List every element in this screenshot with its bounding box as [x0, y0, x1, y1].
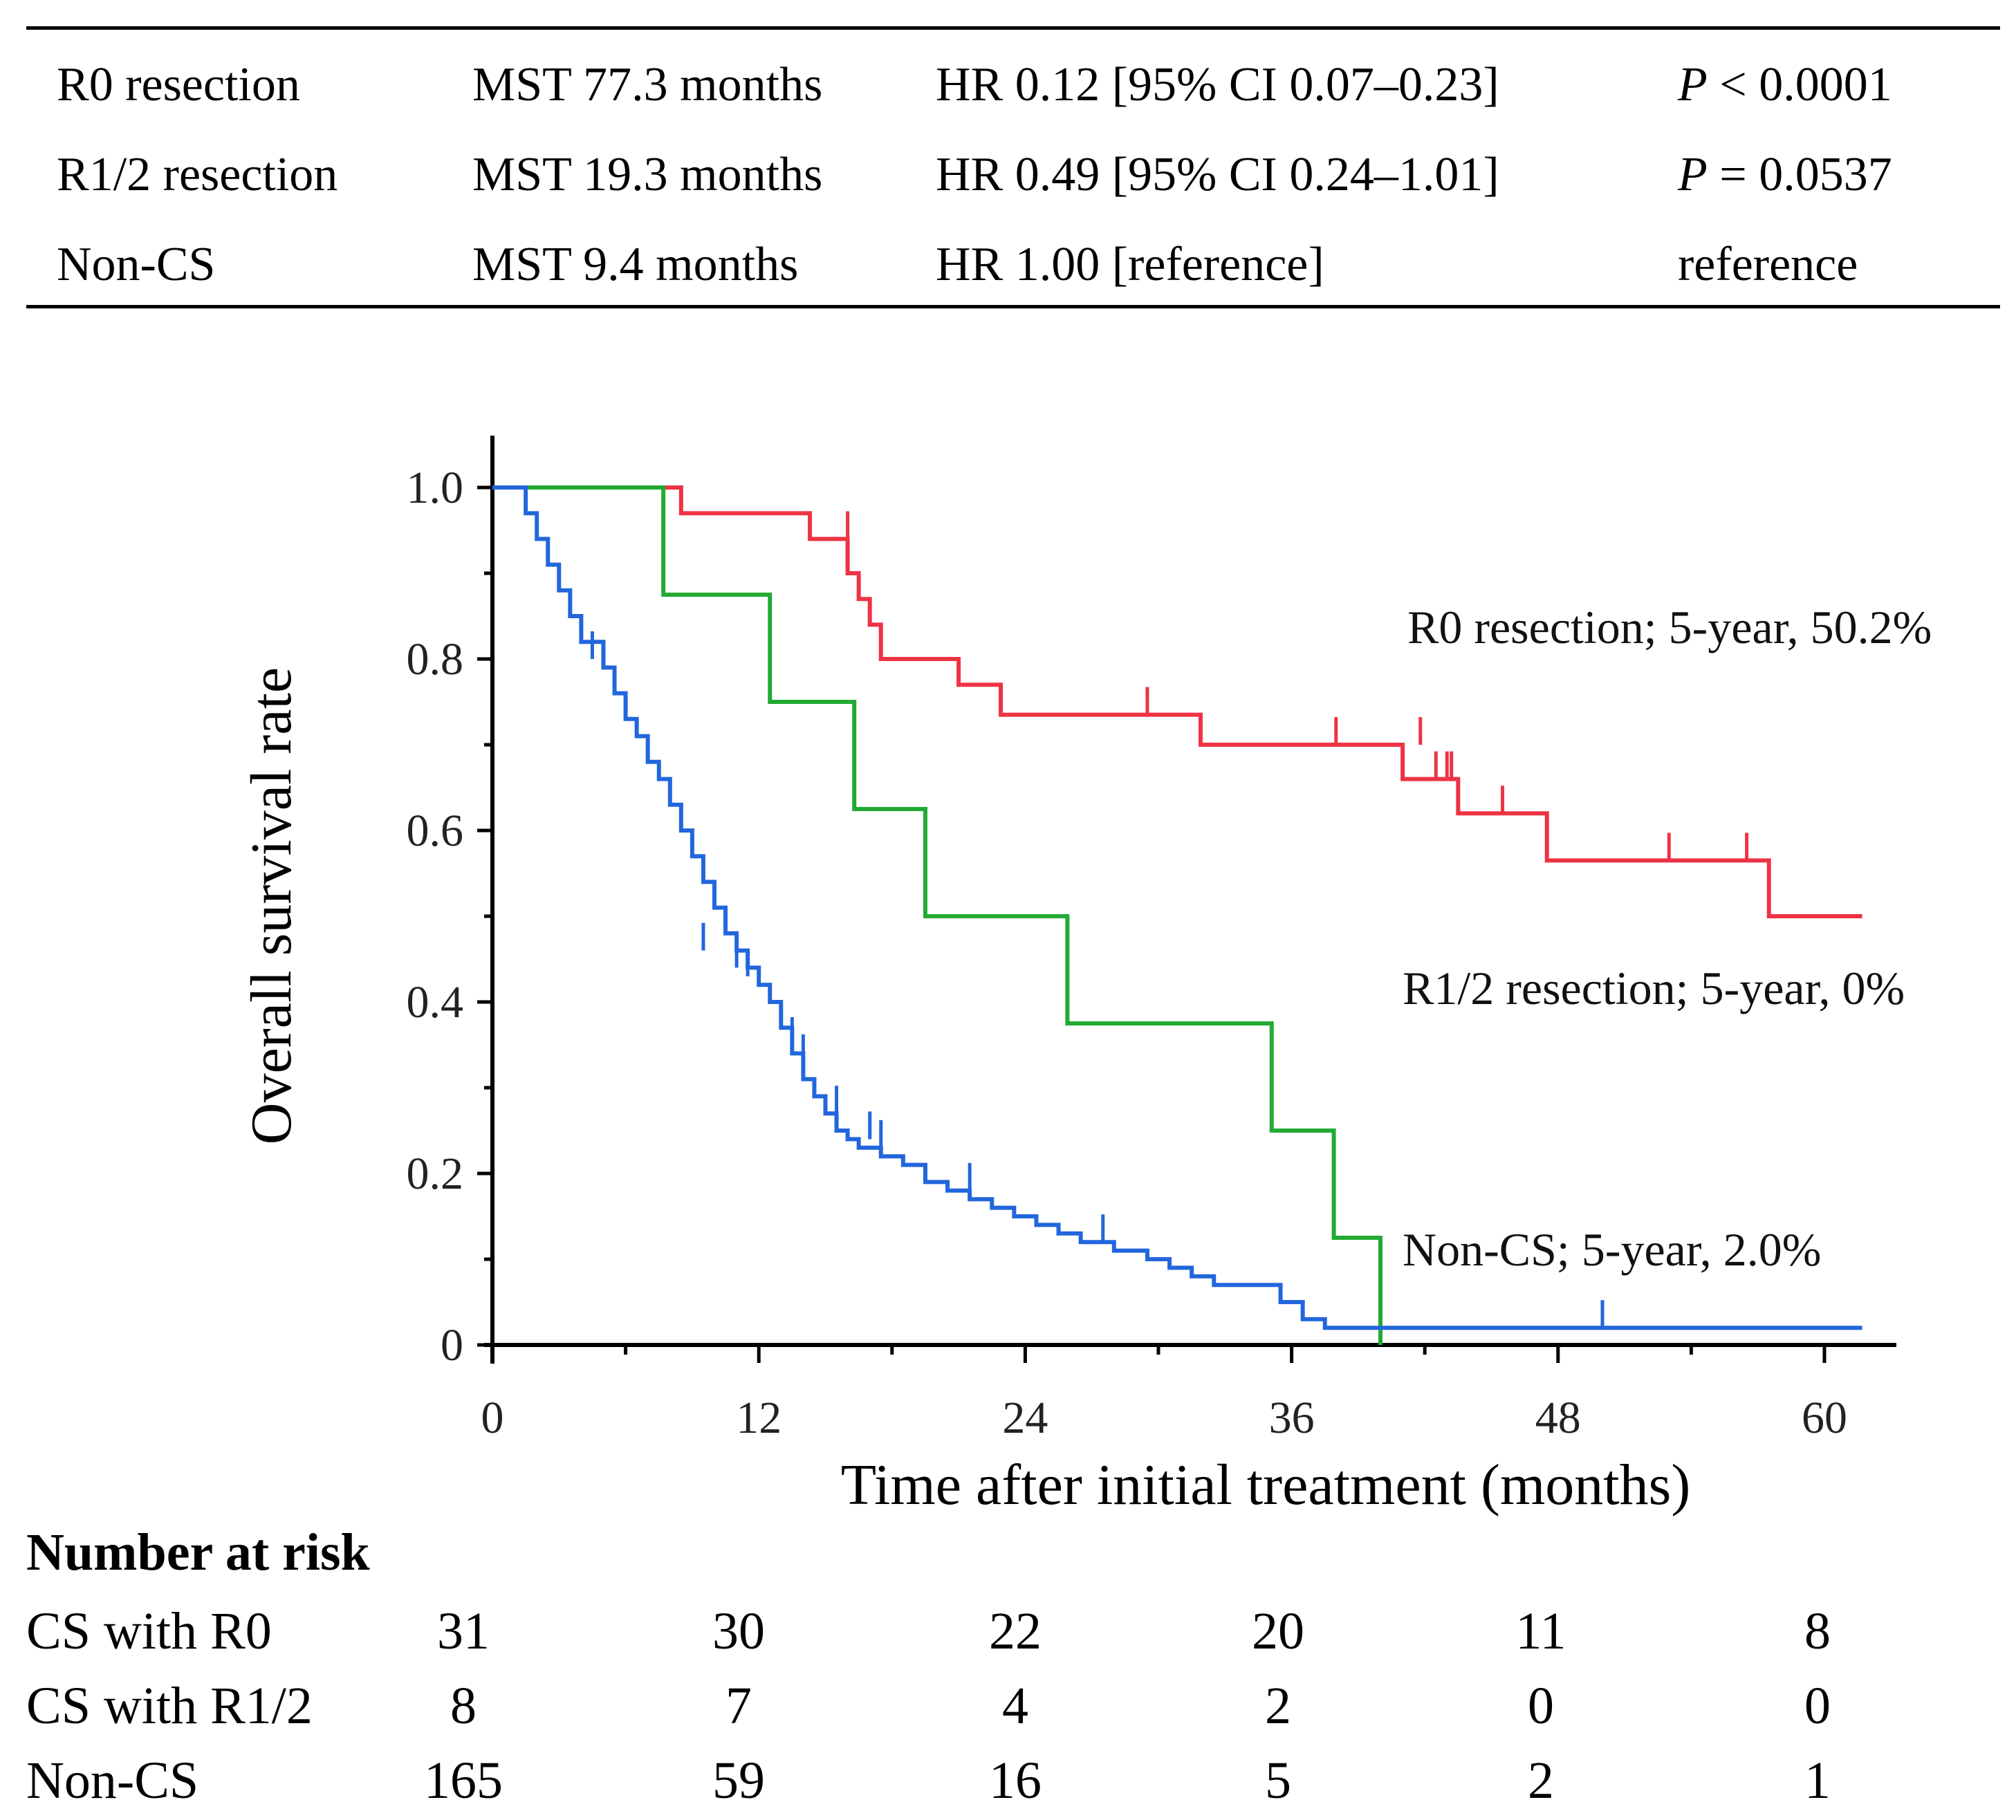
chart-annotations: R0 resection; 5-year, 50.2% R1/2 resectio… — [1403, 601, 1932, 1276]
x-tick-label: 12 — [736, 1393, 782, 1443]
risk-row: CS with R1/2 8 7 4 2 0 0 — [26, 1669, 1963, 1743]
x-tick-label: 24 — [1002, 1393, 1048, 1443]
risk-row: CS with R0 31 30 22 20 11 8 — [26, 1594, 1963, 1669]
summary-p-value: P = 0.0537 — [1678, 148, 1892, 201]
risk-value: 8 — [450, 1677, 477, 1735]
risk-value: 165 — [424, 1752, 503, 1810]
x-axis-label: Time after initial treatment (months) — [841, 1453, 1691, 1517]
series-annotation-r1-2-resection: R1/2 resection; 5-year, 0% — [1403, 962, 1905, 1014]
risk-value: 59 — [712, 1752, 765, 1810]
y-tick-label: 0.4 — [407, 977, 464, 1028]
survival-chart: 0 0.2 0.4 0.6 0.8 1.0 0 12 24 36 48 60 R0 resection… — [239, 436, 1932, 1517]
risk-row-label: CS with R0 — [26, 1602, 272, 1660]
chart-axes: 0 0.2 0.4 0.6 0.8 1.0 0 12 24 36 48 60 — [407, 436, 1896, 1443]
risk-value: 0 — [1528, 1677, 1554, 1735]
y-tick-label: 0.2 — [407, 1149, 464, 1199]
summary-group: Non-CS — [57, 238, 216, 291]
summary-p-value: reference — [1678, 238, 1858, 291]
summary-group: R0 resection — [57, 58, 300, 111]
risk-value: 2 — [1265, 1677, 1291, 1735]
risk-row-label: CS with R1/2 — [26, 1677, 313, 1735]
risk-value: 8 — [1804, 1602, 1831, 1660]
x-tick-label: 60 — [1802, 1393, 1847, 1443]
risk-value: 22 — [989, 1602, 1042, 1660]
x-tick-label: 36 — [1269, 1393, 1315, 1443]
summary-mst: MST 19.3 months — [472, 148, 823, 201]
risk-value: 0 — [1804, 1677, 1831, 1735]
summary-hr: HR 0.49 [95% CI 0.24–1.01] — [936, 148, 1499, 201]
risk-value: 30 — [712, 1602, 765, 1660]
summary-row-r0: R0 resection MST 77.3 months HR 0.12 [95… — [26, 44, 2000, 127]
series-annotation-non-cs: Non-CS; 5-year, 2.0% — [1403, 1223, 1821, 1276]
risk-value: 2 — [1528, 1752, 1554, 1810]
risk-row: Non-CS 165 59 16 5 2 1 — [26, 1743, 1963, 1818]
km-curve-r0-resection — [492, 485, 1862, 918]
summary-table: R0 resection MST 77.3 months HR 0.12 [95… — [26, 26, 2000, 308]
y-tick-label: 0.6 — [407, 806, 464, 856]
risk-value: 4 — [1002, 1677, 1028, 1735]
y-tick-label: 1.0 — [407, 463, 464, 513]
series-annotation-r0-resection: R0 resection; 5-year, 50.2% — [1407, 601, 1932, 653]
x-tick-label: 48 — [1535, 1393, 1581, 1443]
risk-value: 5 — [1265, 1752, 1291, 1810]
summary-mst: MST 9.4 months — [472, 238, 799, 291]
summary-hr: HR 0.12 [95% CI 0.07–0.23] — [936, 58, 1499, 111]
y-tick-label: 0.8 — [407, 634, 464, 685]
km-curve-non-cs — [492, 485, 1862, 1330]
summary-hr: HR 1.00 [reference] — [936, 238, 1324, 291]
summary-mst: MST 77.3 months — [472, 58, 823, 111]
risk-table-title: Number at risk — [26, 1523, 370, 1581]
y-axis-label: Overall survival rate — [239, 667, 304, 1144]
y-tick-label: 0 — [441, 1320, 463, 1371]
summary-row-r12: R1/2 resection MST 19.3 months HR 0.49 [… — [26, 133, 2000, 216]
summary-row-noncs: Non-CS MST 9.4 months HR 1.00 [reference… — [26, 223, 2000, 306]
risk-value: 20 — [1252, 1602, 1304, 1660]
chart-curves — [492, 485, 1862, 1345]
risk-value: 16 — [989, 1752, 1042, 1810]
km-curve-r1-2-resection — [492, 485, 1382, 1345]
summary-p-value: P < 0.0001 — [1678, 58, 1892, 111]
risk-value: 31 — [437, 1602, 490, 1660]
risk-row-label: Non-CS — [26, 1752, 199, 1810]
risk-value: 1 — [1804, 1752, 1831, 1810]
risk-value: 11 — [1515, 1602, 1566, 1660]
x-tick-label: 0 — [481, 1393, 504, 1443]
risk-table: Number at risk CS with R0 31 30 22 20 11 8 CS w… — [26, 1518, 1963, 1815]
risk-value: 7 — [725, 1677, 752, 1735]
summary-group: R1/2 resection — [57, 148, 338, 201]
